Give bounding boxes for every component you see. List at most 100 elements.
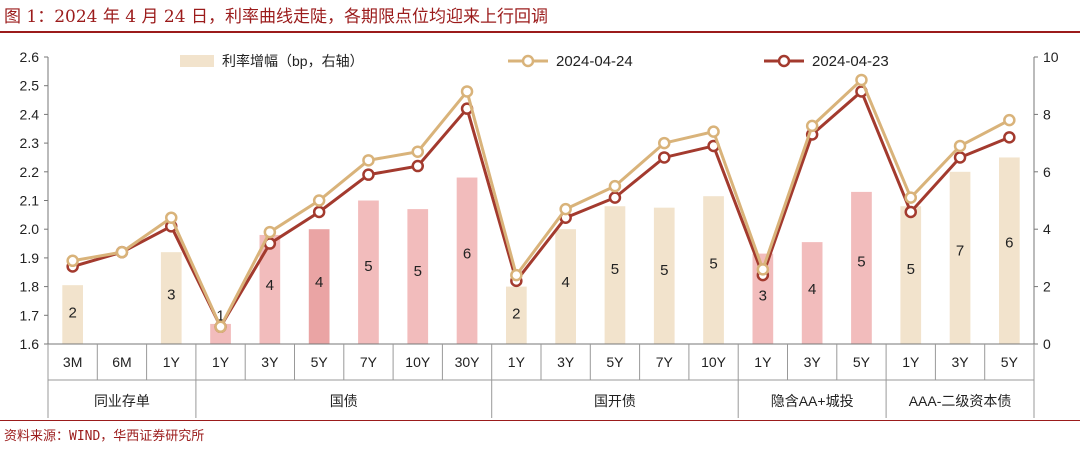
bar <box>604 206 626 344</box>
bar-value-label: 5 <box>709 256 717 273</box>
series-point <box>1003 113 1016 127</box>
x-tick-label: 1Y <box>754 354 772 370</box>
bar <box>555 229 577 344</box>
legend-label-0423: 2024-04-23 <box>812 53 889 70</box>
right-tick-label: 10 <box>1043 49 1059 65</box>
series-point <box>165 211 178 224</box>
bar-value-label: 7 <box>956 242 964 259</box>
series-point <box>608 179 622 193</box>
legend-marker-0424 <box>521 54 535 68</box>
left-tick-label: 1.8 <box>20 279 40 295</box>
bar-value-label: 4 <box>561 274 569 291</box>
x-tick-label: 5Y <box>1001 354 1019 370</box>
x-tick-label: 5Y <box>311 354 329 370</box>
series-point <box>1003 131 1016 144</box>
line-series <box>66 73 1016 334</box>
source-rule <box>0 420 1080 421</box>
group-label: AAA-二级资本债 <box>909 393 1012 409</box>
bar <box>160 252 182 344</box>
series-point <box>66 254 79 268</box>
series-point <box>608 191 622 204</box>
yield-curve-chart: 2 3 1 4 4 5 5 6 2 4 5 5 5 3 4 5 5 7 6 1.6 1.7 1.8 1.9 2.0 2.1 2.… <box>20 49 1059 418</box>
right-tick-label: 8 <box>1043 106 1051 122</box>
right-tick-label: 4 <box>1043 221 1051 237</box>
bar <box>308 229 330 344</box>
bar-value-label: 2 <box>68 305 76 322</box>
x-tick-label: 1Y <box>902 354 920 370</box>
bar <box>62 285 84 344</box>
bar-value-label: 4 <box>266 277 274 294</box>
series-point <box>362 168 375 181</box>
bar-value-label: 3 <box>759 287 767 304</box>
right-tick-label: 2 <box>1043 279 1051 295</box>
bar <box>900 206 922 344</box>
group-label: 国开债 <box>594 393 636 409</box>
left-tick-label: 2.6 <box>20 49 40 65</box>
series-point <box>756 263 770 276</box>
series-point <box>904 205 917 219</box>
x-tick-label: 3M <box>63 354 82 370</box>
x-tick-label: 3Y <box>951 354 969 370</box>
bar-series: 2 3 1 4 4 5 5 6 2 4 5 5 5 3 4 5 5 7 6 <box>62 157 1020 344</box>
x-tick-label: 1Y <box>508 354 526 370</box>
bar-value-label: 6 <box>463 245 471 262</box>
series-point <box>658 136 671 150</box>
series-point <box>460 85 474 98</box>
left-tick-label: 2.3 <box>20 135 40 151</box>
bar <box>259 234 281 344</box>
legend-marker-0423 <box>777 54 791 68</box>
x-tick-label: 7Y <box>360 354 378 370</box>
left-tick-label: 1.9 <box>20 250 40 266</box>
bar <box>505 286 527 344</box>
series-point <box>855 73 868 87</box>
x-tick-label: 6M <box>112 354 131 370</box>
bar <box>998 157 1020 344</box>
series-point <box>263 225 277 239</box>
bar <box>456 177 478 344</box>
series-point <box>707 125 720 138</box>
left-tick-label: 1.7 <box>20 307 40 323</box>
bar <box>653 207 675 344</box>
right-tick-label: 0 <box>1043 336 1051 352</box>
x-tick-label: 1Y <box>212 354 230 370</box>
bar-value-label: 5 <box>907 261 915 278</box>
series-point <box>510 268 523 282</box>
bar-value-label: 5 <box>660 262 668 279</box>
series-point <box>312 194 326 207</box>
left-tick-label: 2.2 <box>20 164 40 180</box>
x-tick-label: 5Y <box>853 354 871 370</box>
series-line <box>72 77 1011 331</box>
bar-value-label: 5 <box>364 258 372 275</box>
bar-value-label: 5 <box>857 253 865 270</box>
series-point <box>411 159 424 173</box>
series-point <box>805 119 819 133</box>
x-tick-label: 7Y <box>656 354 674 370</box>
bar <box>703 196 724 344</box>
bar <box>851 191 872 344</box>
bar <box>407 209 429 344</box>
left-tick-label: 2.0 <box>20 221 40 237</box>
left-tick-label: 2.1 <box>20 193 40 209</box>
series-point <box>312 205 326 219</box>
legend-swatch-bar <box>180 55 214 67</box>
bar-value-label: 1 <box>216 307 224 324</box>
bar <box>358 200 379 344</box>
series-point <box>214 320 227 334</box>
series-point <box>115 245 129 259</box>
bar-value-label: 5 <box>611 261 619 278</box>
source-note: 资料来源：WIND，华西证券研究所 <box>4 429 205 444</box>
series-point <box>953 139 967 153</box>
bar <box>801 242 823 344</box>
group-label: 同业存单 <box>94 393 150 409</box>
x-tick-label: 1Y <box>163 354 181 370</box>
figure-title: 图 1：2024 年 4 月 24 日，利率曲线走陡，各期限点位均迎来上行回调 <box>4 7 548 27</box>
x-tick-label: 5Y <box>606 354 624 370</box>
series-point <box>658 151 671 164</box>
x-tick-label: 3Y <box>557 354 575 370</box>
bar-value-label: 4 <box>315 274 323 291</box>
legend: 利率增幅（bp，右轴） 2024-04-24 2024-04-23 <box>180 53 889 70</box>
series-point <box>362 154 375 167</box>
title-rule <box>0 31 1080 33</box>
series-point <box>559 202 572 216</box>
bar-value-label: 2 <box>512 305 520 322</box>
